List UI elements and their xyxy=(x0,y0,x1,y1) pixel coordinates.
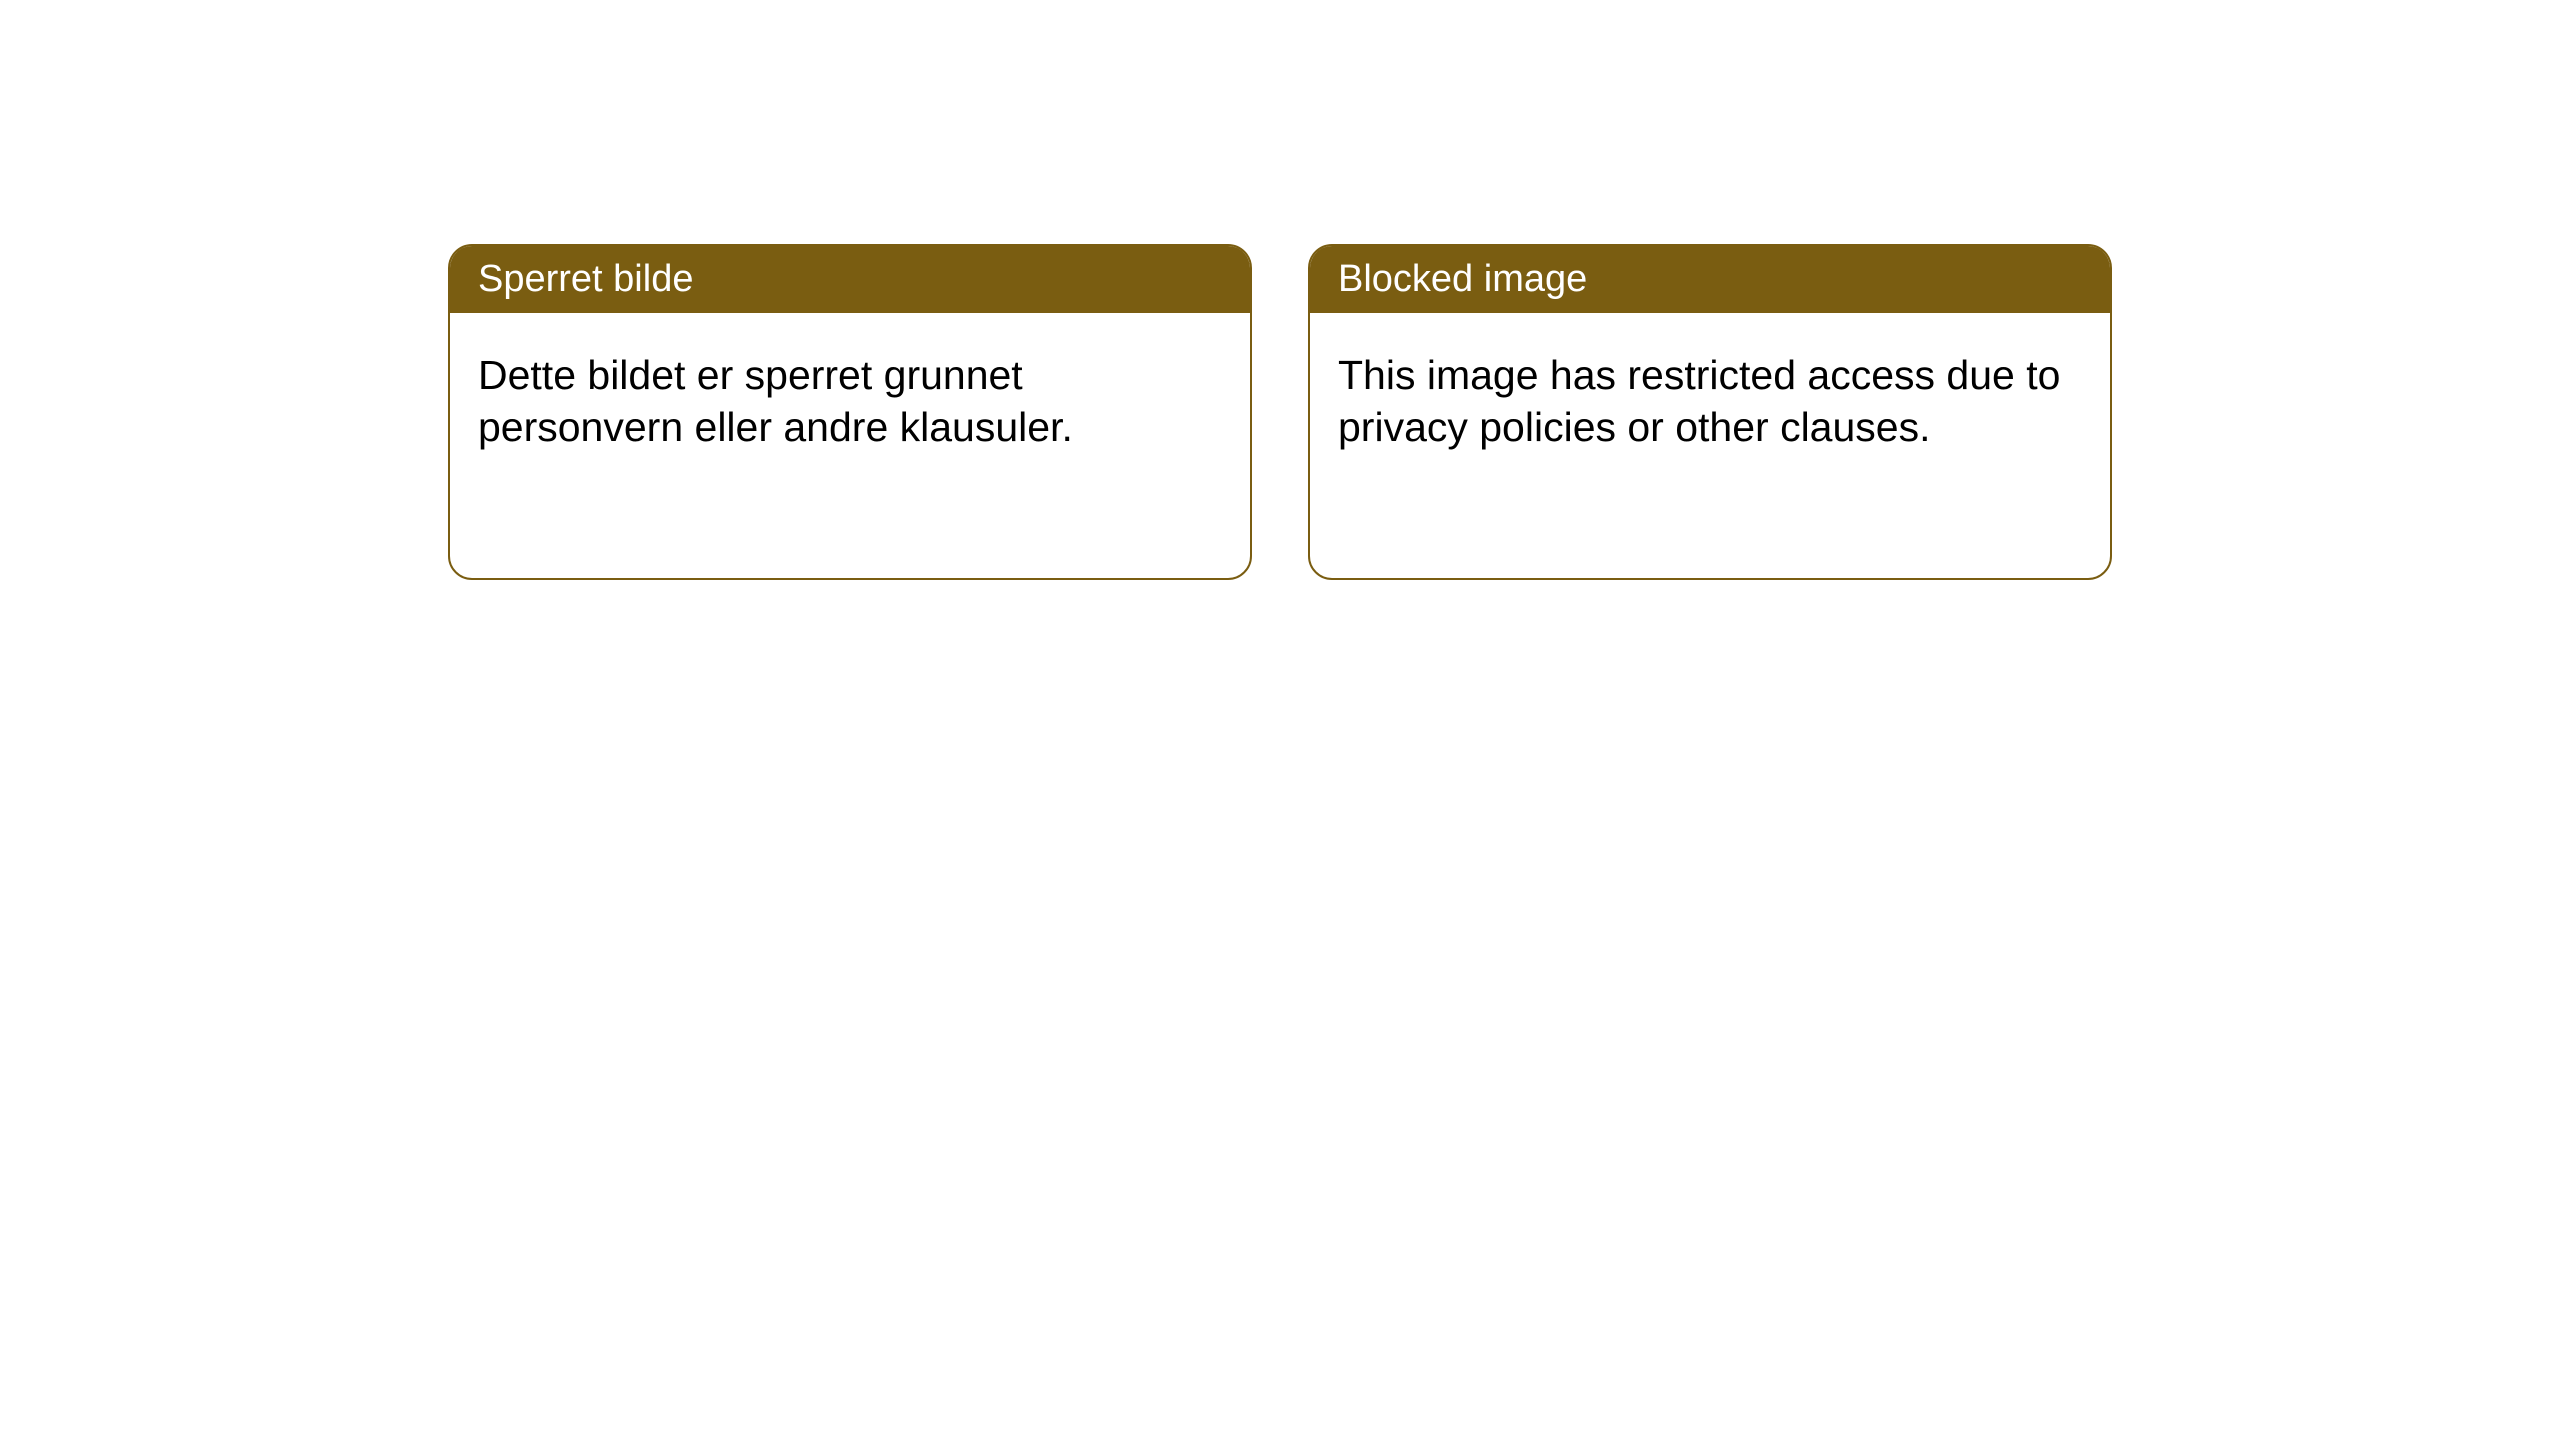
card-title: Blocked image xyxy=(1338,258,1587,300)
card-body: Dette bildet er sperret grunnet personve… xyxy=(450,313,1250,490)
card-body: This image has restricted access due to … xyxy=(1310,313,2110,490)
blocked-image-card-no: Sperret bilde Dette bildet er sperret gr… xyxy=(448,244,1252,580)
card-title: Sperret bilde xyxy=(478,258,693,300)
card-body-text: Dette bildet er sperret grunnet personve… xyxy=(478,352,1073,450)
card-body-text: This image has restricted access due to … xyxy=(1338,352,2060,450)
notice-cards-container: Sperret bilde Dette bildet er sperret gr… xyxy=(0,0,2560,580)
card-header: Sperret bilde xyxy=(450,246,1250,313)
blocked-image-card-en: Blocked image This image has restricted … xyxy=(1308,244,2112,580)
card-header: Blocked image xyxy=(1310,246,2110,313)
